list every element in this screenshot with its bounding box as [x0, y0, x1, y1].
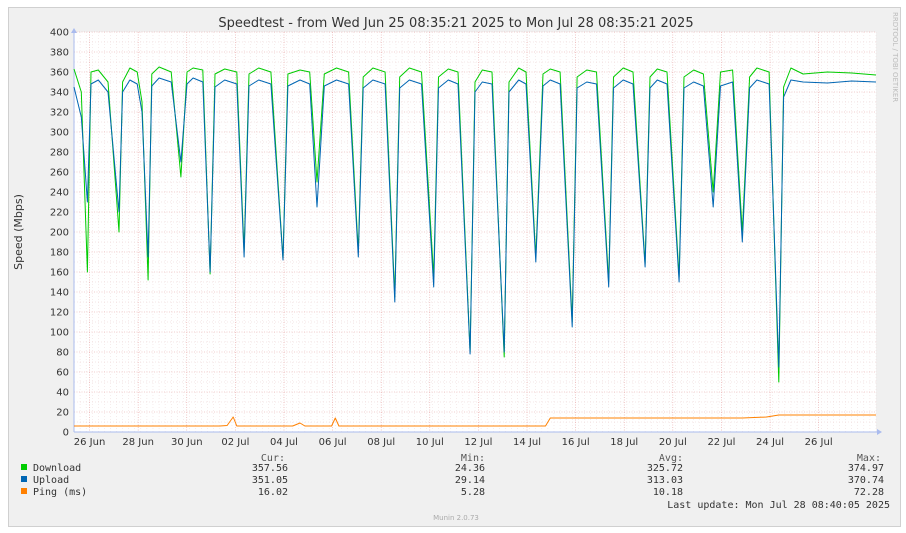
legend-max-ping: 72.28 — [854, 487, 884, 498]
legend-label-download: Download — [33, 463, 81, 474]
rrdtool-watermark: RRDTOOL / TOBI OETIKER — [891, 12, 899, 102]
legend-header-max: Max: — [857, 453, 881, 464]
series-lines — [73, 66, 877, 427]
x-tick-label: 26 Jul — [805, 437, 833, 448]
legend-cur-upload: 351.05 — [252, 475, 288, 486]
legend-header-min: Min: — [461, 453, 485, 464]
x-tick-label: 20 Jul — [659, 437, 687, 448]
y-tick-label: 60 — [56, 368, 69, 379]
x-tick-label: 02 Jul — [221, 437, 249, 448]
y-tick-label: 140 — [50, 288, 69, 299]
x-tick-label: 06 Jul — [319, 437, 347, 448]
y-tick-label: 300 — [50, 128, 69, 139]
y-tick-label: 220 — [50, 208, 69, 219]
y-tick-label: 380 — [50, 48, 69, 59]
legend-cur-download: 357.56 — [252, 463, 288, 474]
y-axis-arrow — [71, 28, 77, 33]
legend-swatch-ping — [21, 488, 27, 494]
legend-avg-download: 325.72 — [647, 463, 683, 474]
y-tick-label: 360 — [50, 68, 69, 79]
x-tick-label: 14 Jul — [513, 437, 541, 448]
y-tick-label: 340 — [50, 88, 69, 99]
legend-header-avg: Avg: — [659, 453, 683, 464]
x-tick-label: 08 Jul — [367, 437, 395, 448]
legend-max-download: 374.97 — [848, 463, 884, 474]
x-tick-label: 26 Jun — [74, 437, 106, 448]
legend-label-ping: Ping (ms) — [33, 487, 87, 498]
y-tick-label: 40 — [56, 388, 69, 399]
y-tick-label: 240 — [50, 188, 69, 199]
ping-line — [74, 414, 876, 427]
legend-max-upload: 370.74 — [848, 475, 884, 486]
y-tick-label: 400 — [50, 28, 69, 39]
legend-min-download: 24.36 — [455, 463, 485, 474]
y-tick-label: 80 — [56, 348, 69, 359]
legend-swatch-upload — [21, 476, 27, 482]
download-line — [73, 66, 877, 383]
legend-min-ping: 5.28 — [461, 487, 485, 498]
x-tick-label: 24 Jul — [756, 437, 784, 448]
chart-title: Speedtest - from Wed Jun 25 08:35:21 202… — [218, 16, 693, 31]
legend: Cur: Min: Avg: Max: Download 357.56 24.3… — [21, 453, 890, 511]
y-tick-label: 160 — [50, 268, 69, 279]
legend-avg-ping: 10.18 — [653, 487, 683, 498]
x-tick-label: 16 Jul — [562, 437, 590, 448]
legend-label-upload: Upload — [33, 475, 69, 486]
legend-min-upload: 29.14 — [455, 475, 485, 486]
x-axis-arrow — [877, 429, 882, 435]
y-axis-label: Speed (Mbps) — [12, 194, 25, 270]
y-tick-label: 180 — [50, 248, 69, 259]
x-tick-label: 04 Jul — [270, 437, 298, 448]
munin-version: Munin 2.0.73 — [433, 514, 479, 522]
y-tick-label: 100 — [50, 328, 69, 339]
y-tick-label: 320 — [50, 108, 69, 119]
y-tick-label: 200 — [50, 228, 69, 239]
x-tick-label: 30 Jun — [171, 437, 203, 448]
x-tick-label: 10 Jul — [416, 437, 444, 448]
x-tick-label: 28 Jun — [122, 437, 154, 448]
y-tick-label: 120 — [50, 308, 69, 319]
y-tick-label: 260 — [50, 168, 69, 179]
y-tick-label: 0 — [63, 428, 69, 439]
upload-line — [73, 77, 877, 368]
x-tick-label: 12 Jul — [464, 437, 492, 448]
legend-cur-ping: 16.02 — [258, 487, 288, 498]
y-tick-label: 280 — [50, 148, 69, 159]
y-tick-label: 20 — [56, 408, 69, 419]
x-tick-label: 22 Jul — [707, 437, 735, 448]
last-update: Last update: Mon Jul 28 08:40:05 2025 — [667, 500, 890, 511]
legend-header-cur: Cur: — [261, 453, 285, 464]
x-tick-label: 18 Jul — [610, 437, 638, 448]
legend-swatch-download — [21, 464, 27, 470]
legend-avg-upload: 313.03 — [647, 475, 683, 486]
axes: 0 20 40 60 80 100 120 140 160 180 200 220 240 260 280 3… — [50, 28, 882, 448]
